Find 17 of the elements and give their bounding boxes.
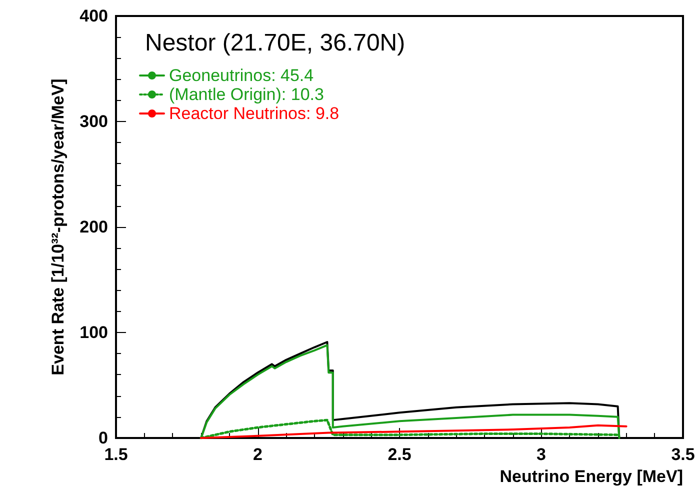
x-tick-label: 2	[253, 445, 262, 464]
x-axis-title: Neutrino Energy [MeV]	[500, 467, 683, 486]
legend-label: (Mantle Origin): 10.3	[169, 85, 324, 104]
legend-label: Geoneutrinos: 45.4	[169, 66, 314, 85]
text: Nestor (21.70E, 36.70N)	[145, 30, 406, 56]
line-series	[200, 424, 628, 439]
x-tick-label: 3	[536, 445, 546, 464]
y-tick-label: 400	[80, 6, 108, 26]
y-tick-label: 100	[80, 323, 108, 342]
y-tick-label: 0	[98, 428, 108, 448]
y-tick-label: 300	[80, 112, 108, 131]
x-tick-label: 1.5	[104, 445, 128, 464]
y-axis-title: Event Rate [1/10³²-protons/year/MeV]	[48, 78, 68, 376]
legend-label: Reactor Neutrinos: 9.8	[169, 104, 340, 123]
x-tick-label: 3.5	[671, 445, 695, 464]
y-tick-label: 200	[80, 218, 108, 236]
x-tick-label: 2.5	[388, 445, 412, 464]
